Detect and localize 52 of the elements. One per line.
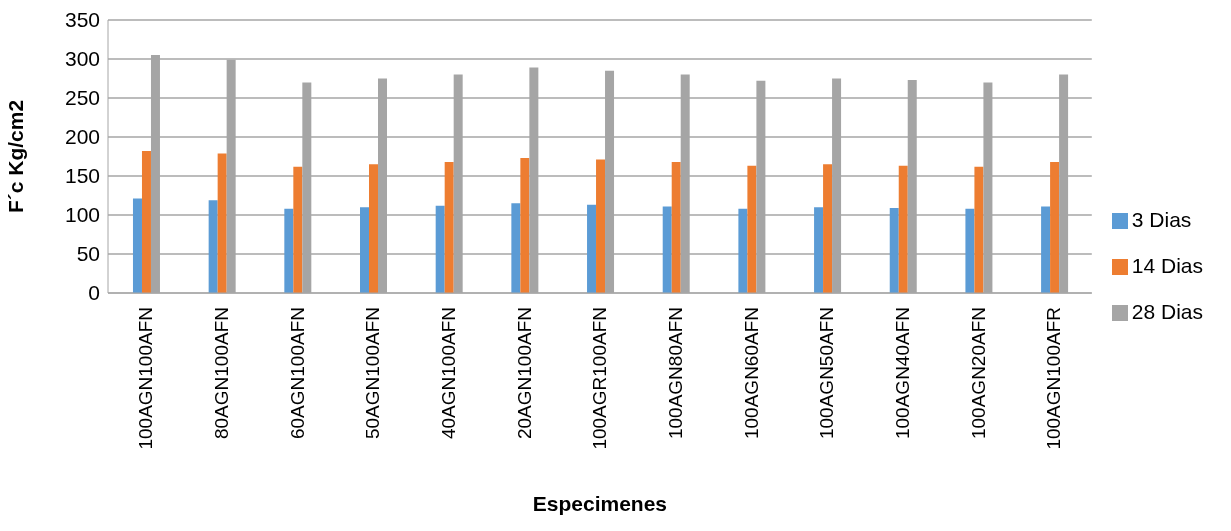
x-tick-label: 60AGN100AFN [286, 307, 308, 440]
x-tick-label: 100AGN100AFR [1043, 307, 1065, 450]
bar [217, 153, 227, 293]
bar [141, 151, 151, 293]
x-tick-label: 50AGN100AFN [362, 307, 384, 440]
y-tick-label: 100 [64, 203, 100, 227]
bar [520, 158, 530, 293]
x-axis-title: Especimenes [532, 492, 668, 515]
bar [671, 161, 681, 293]
bar [284, 208, 294, 293]
y-tick-label: 250 [64, 86, 100, 110]
bar [596, 159, 606, 293]
bar [587, 204, 597, 293]
bar [814, 207, 824, 293]
bar [738, 208, 748, 293]
bar [293, 166, 303, 293]
bar [823, 164, 833, 293]
legend-label: 3 Dias [1131, 207, 1192, 231]
x-tick-label: 100AGN60AFN [740, 307, 762, 440]
x-tick-label: 20AGN100AFN [513, 307, 535, 440]
bar [369, 164, 378, 293]
bar [965, 208, 975, 293]
bar [889, 207, 899, 293]
bar [511, 203, 521, 293]
x-tick-label: 100AGN20AFN [967, 307, 989, 440]
bar [208, 200, 218, 293]
y-tick-label: 50 [76, 242, 100, 266]
y-tick-label: 150 [64, 164, 100, 188]
x-tick-label: 100AGN40AFN [892, 307, 914, 440]
x-tick-label: 100AGN80AFN [665, 307, 687, 440]
bar [132, 198, 142, 293]
legend-label: 14 Dias [1131, 253, 1203, 277]
x-tick-label: 100AGN100AFN [135, 307, 157, 450]
bar [360, 207, 369, 293]
x-tick-label: 100AGN50AFN [816, 307, 838, 440]
x-tick-label: 40AGN100AFN [438, 307, 460, 440]
x-tick-label: 80AGN100AFN [211, 307, 233, 440]
y-tick-label: 300 [64, 47, 100, 71]
bar [1041, 206, 1051, 293]
bar [974, 166, 984, 293]
x-tick-label: 100AGR100AFN [589, 307, 611, 450]
legend-label: 28 Dias [1131, 299, 1203, 323]
bar [898, 165, 908, 293]
bar [444, 161, 454, 293]
y-tick-label: 350 [64, 8, 100, 32]
y-axis-title: F´c Kg/cm2 [4, 99, 28, 214]
bar [1050, 161, 1060, 293]
bar [747, 165, 757, 293]
bar [662, 206, 672, 293]
bar [435, 205, 445, 293]
y-tick-label: 200 [64, 125, 100, 149]
y-tick-label: 0 [88, 281, 100, 305]
